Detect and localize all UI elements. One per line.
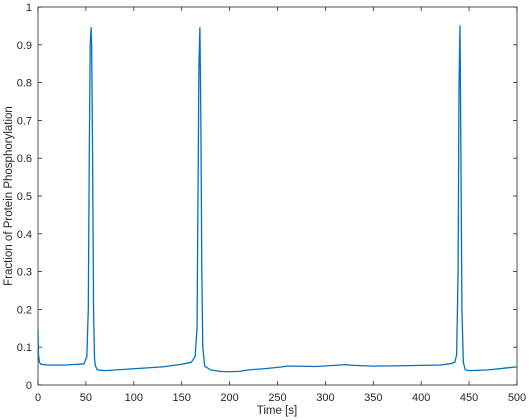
x-tick-label: 0	[35, 392, 41, 404]
x-tick-label: 300	[316, 392, 334, 404]
x-tick-label: 500	[508, 392, 526, 404]
y-tick-label: 0.2	[17, 304, 32, 316]
x-axis-title: Time [s]	[257, 405, 297, 417]
y-tick-label: 0.1	[17, 342, 32, 354]
x-tick-label: 350	[364, 392, 382, 404]
x-tick-label: 100	[125, 392, 143, 404]
y-tick-label: 0.6	[17, 153, 32, 165]
y-tick-label: 0.3	[17, 267, 32, 279]
y-tick-label: 0.4	[17, 229, 32, 241]
x-tick-label: 400	[412, 392, 430, 404]
y-tick-label: 0.9	[17, 40, 32, 52]
series-line-0	[37, 25, 518, 373]
x-tick-label: 250	[268, 392, 286, 404]
y-tick-label: 0.5	[17, 191, 32, 203]
y-tick-label: 1	[26, 2, 32, 14]
y-axis-ticks: 0 0.1 0.2 0.3 0.4 0.5 0.6 0.7 0.8 0.9 1	[17, 2, 517, 392]
y-tick-label: 0.8	[17, 78, 32, 90]
x-tick-label: 150	[173, 392, 191, 404]
x-tick-label: 200	[220, 392, 238, 404]
x-tick-label: 450	[460, 392, 478, 404]
y-tick-label: 0	[26, 380, 32, 392]
plot-area	[37, 6, 518, 386]
x-tick-label: 50	[80, 392, 92, 404]
y-axis-title: Fraction of Protein Phosphorylation	[3, 106, 15, 286]
series-layer	[37, 25, 518, 373]
x-axis-ticks: 0 50 100 150 200 250 300 350 400 450 500	[35, 7, 526, 404]
y-tick-label: 0.7	[17, 115, 32, 127]
